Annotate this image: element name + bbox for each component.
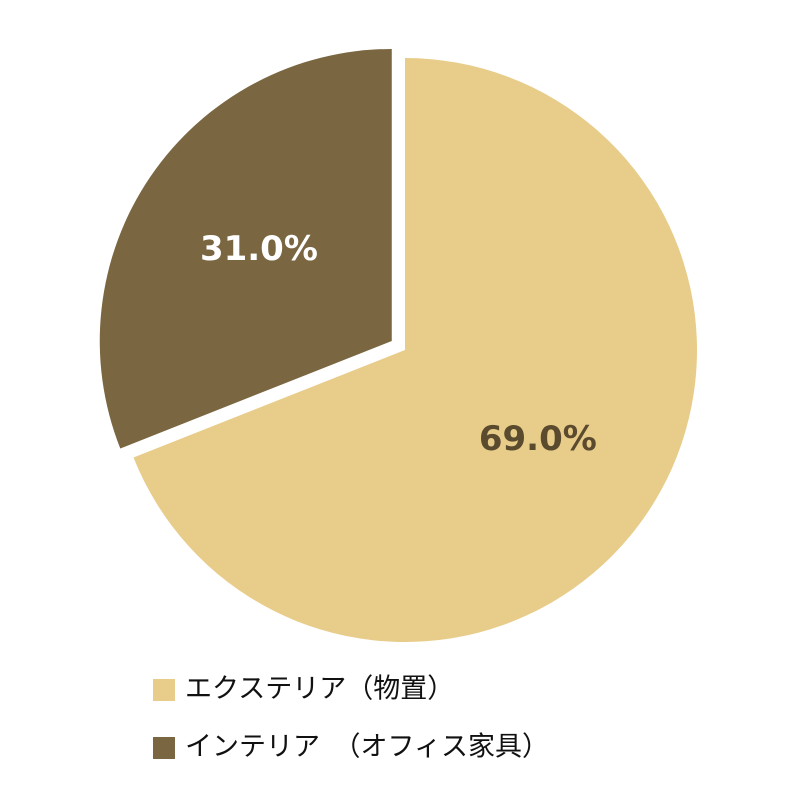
value-label: 69.0% xyxy=(479,419,597,459)
pie-slice xyxy=(133,58,698,642)
legend-swatch xyxy=(153,679,175,701)
legend-label: インテリア （オフィス家具） xyxy=(185,732,549,763)
legend-label: エクステリア（物置） xyxy=(185,674,454,705)
legend-swatch xyxy=(153,737,175,759)
value-label: 31.0% xyxy=(200,229,318,269)
pie-slice xyxy=(99,49,392,449)
